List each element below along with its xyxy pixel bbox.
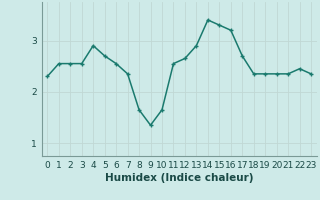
X-axis label: Humidex (Indice chaleur): Humidex (Indice chaleur) — [105, 173, 253, 183]
